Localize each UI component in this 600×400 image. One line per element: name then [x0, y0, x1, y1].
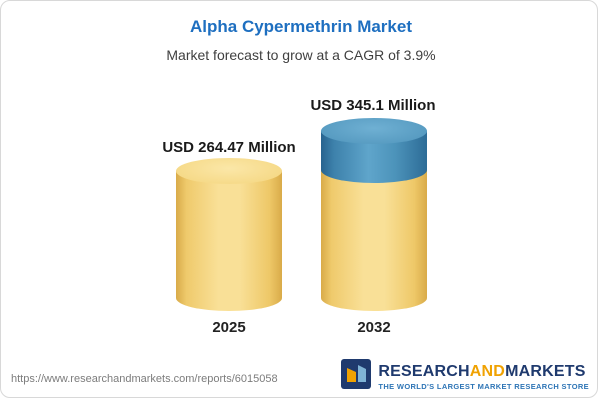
- x-label-2025: 2025: [212, 319, 246, 336]
- bar-2032-cylinder-base: [321, 169, 427, 311]
- research-and-markets-logo: RESEARCHANDMARKETS THE WORLD'S LARGEST M…: [341, 359, 589, 394]
- research-and-markets-flag-icon: [341, 359, 373, 394]
- bar-2025-cylinder-body: [176, 171, 282, 311]
- logo-word-research: RESEARCH: [378, 362, 470, 380]
- bar-2032-cylinder-top: [321, 118, 427, 144]
- value-label-2025: USD 264.47 Million: [162, 139, 296, 156]
- report-url-link[interactable]: https://www.researchandmarkets.com/repor…: [11, 373, 278, 385]
- chart-subtitle: Market forecast to grow at a CAGR of 3.9…: [166, 47, 436, 63]
- logo-word-markets: MARKETS: [505, 362, 586, 380]
- bar-2025-cylinder-top: [176, 158, 282, 184]
- x-label-2032: 2032: [357, 319, 391, 336]
- logo-tagline: THE WORLD'S LARGEST MARKET RESEARCH STOR…: [378, 381, 589, 391]
- logo-wordmark: RESEARCHANDMARKETS: [378, 363, 589, 380]
- chart-title: Alpha Cypermethrin Market: [190, 17, 412, 36]
- logo-text-block: RESEARCHANDMARKETS THE WORLD'S LARGEST M…: [378, 363, 589, 391]
- value-label-2032: USD 345.1 Million: [310, 97, 436, 114]
- logo-word-and: AND: [469, 362, 506, 380]
